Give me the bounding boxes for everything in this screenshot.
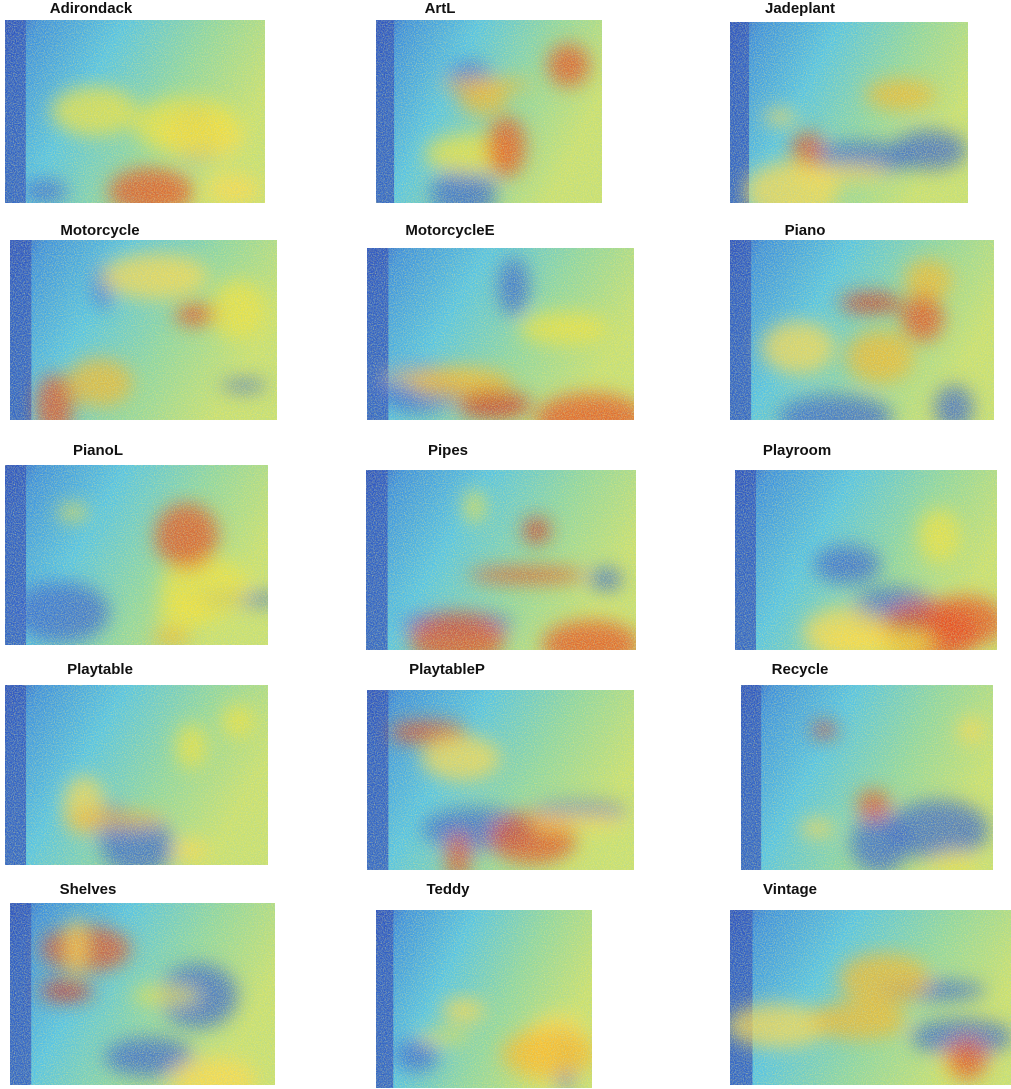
depth-map-image bbox=[376, 20, 602, 220]
panel-label: Motorcycle bbox=[60, 222, 139, 239]
noise bbox=[5, 20, 265, 203]
depth-map-image bbox=[10, 903, 275, 1089]
depth-map-image bbox=[367, 690, 634, 881]
noise bbox=[730, 22, 968, 203]
depth-map-image bbox=[10, 240, 277, 438]
noise bbox=[366, 470, 636, 650]
panel-label: Jadeplant bbox=[765, 0, 835, 17]
noise bbox=[5, 465, 268, 645]
noise bbox=[10, 903, 275, 1085]
panel-label: ArtL bbox=[425, 0, 456, 17]
depth-map-image bbox=[741, 685, 993, 875]
panel-label: Piano bbox=[785, 222, 826, 239]
depth-map-image bbox=[730, 22, 968, 222]
depth-map-image bbox=[367, 248, 647, 445]
page: {"panels": [ {"label": "Adirondack"}, {"… bbox=[0, 0, 1011, 1089]
panel-label: Shelves bbox=[60, 881, 117, 898]
noise bbox=[10, 240, 277, 420]
depth-map-image bbox=[366, 470, 640, 668]
depth-map-image bbox=[730, 240, 994, 441]
figure: Adirondack ArtL Jadeplant Motorcycle Motorcy… bbox=[0, 0, 1011, 1089]
noise bbox=[367, 248, 634, 420]
panel-label: Recycle bbox=[772, 661, 829, 678]
noise bbox=[5, 685, 268, 865]
depth-map-image bbox=[5, 20, 265, 215]
panel-label: Playroom bbox=[763, 442, 831, 459]
noise bbox=[376, 910, 592, 1088]
noise bbox=[376, 20, 602, 203]
depth-map-image bbox=[376, 910, 597, 1089]
depth-map-image bbox=[5, 465, 291, 647]
depth-map-image bbox=[726, 910, 1011, 1085]
panel-label: PlaytableP bbox=[409, 661, 485, 678]
panel-label: Playtable bbox=[67, 661, 133, 678]
panel-label: Teddy bbox=[426, 881, 470, 898]
depth-map-image bbox=[735, 470, 1006, 666]
panel-label: Pipes bbox=[428, 442, 468, 459]
noise bbox=[735, 470, 997, 650]
noise bbox=[741, 685, 993, 870]
noise bbox=[730, 240, 994, 420]
depth-map-image bbox=[5, 685, 268, 876]
panel-label: MotorcycleE bbox=[405, 222, 494, 239]
noise bbox=[367, 690, 634, 870]
noise bbox=[730, 910, 1011, 1085]
panel-label: Vintage bbox=[763, 881, 817, 898]
panel-label: Adirondack bbox=[50, 0, 133, 17]
panel-label: PianoL bbox=[73, 442, 123, 459]
